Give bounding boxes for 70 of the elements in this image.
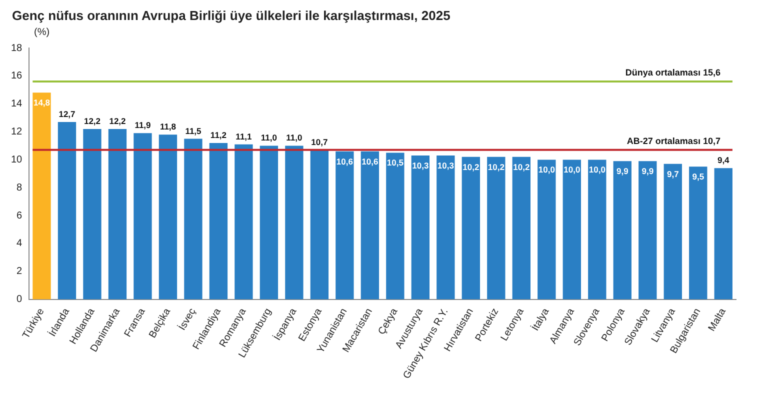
y-tick-label: 18 [11,42,23,54]
bar [562,160,581,300]
data-label: 11,9 [134,120,152,130]
data-label: 10,2 [513,162,530,172]
data-label: 9,9 [642,166,654,176]
ref-line-label: Dünya ortalaması 15,6 [625,68,720,78]
data-label: 14,8 [33,98,50,108]
bar [538,160,556,300]
bar [108,128,127,300]
data-label: 10,3 [412,160,429,171]
bar [386,152,404,300]
data-label: 11,2 [210,130,227,140]
data-label: 11,5 [185,126,202,136]
data-label: 10,6 [336,156,354,166]
data-label: 10,0 [538,164,556,175]
bar [411,156,430,300]
bar [638,161,657,300]
data-label: 11,0 [286,132,303,143]
data-label: 9,4 [717,155,730,166]
data-label: 11,8 [160,122,176,132]
data-label: 10,2 [462,162,480,172]
data-label: 10,0 [588,164,606,175]
data-label: 10,2 [488,162,505,172]
data-label: 11,0 [260,132,278,143]
bar [32,92,51,300]
y-tick-label: 14 [11,98,23,110]
y-tick-label: 8 [16,182,23,194]
bar [436,156,455,300]
bar [487,156,506,300]
bar [184,138,202,300]
y-tick-label: 12 [11,126,23,138]
bar [462,156,480,300]
bar [260,146,278,300]
bar [285,146,304,300]
data-label: 10,5 [386,158,404,168]
data-label: 10,7 [311,136,328,147]
bar [209,142,228,300]
bar [714,168,732,300]
bar [58,122,76,300]
data-label: 9,9 [616,166,629,176]
bar [588,160,606,300]
chart-title: Genç nüfus oranının Avrupa Birliği üye ülkeleri ile karşılaştırması, 2025 [12,8,452,23]
bar [664,164,682,300]
data-label: 11,1 [236,131,252,142]
data-label: 9,7 [666,168,680,179]
ref-line-label: AB-27 ortalaması 10,7 [626,136,720,146]
data-label: 10,6 [362,156,378,166]
data-label: 12,2 [84,116,101,126]
y-tick-label: 0 [16,294,23,306]
bar [689,166,708,300]
bar [83,128,102,300]
bar [134,133,152,300]
bar [310,150,329,300]
y-tick-label: 16 [11,70,23,82]
y-tick-label: 10 [11,154,23,166]
bar [234,144,253,300]
data-label: 12,2 [109,116,126,126]
bar [512,156,530,300]
data-label: 10,0 [564,164,580,175]
bar [336,151,354,300]
y-tick-label: 2 [16,266,23,278]
data-label: 12,7 [58,109,76,119]
data-label: 10,3 [437,160,454,171]
data-label: 9,5 [692,172,704,182]
bar [158,134,178,300]
bar [360,151,380,300]
y-tick-label: 4 [16,238,23,250]
y-tick-label: 6 [16,210,23,222]
y-axis-title: (%) [34,27,51,39]
bar [613,161,632,300]
